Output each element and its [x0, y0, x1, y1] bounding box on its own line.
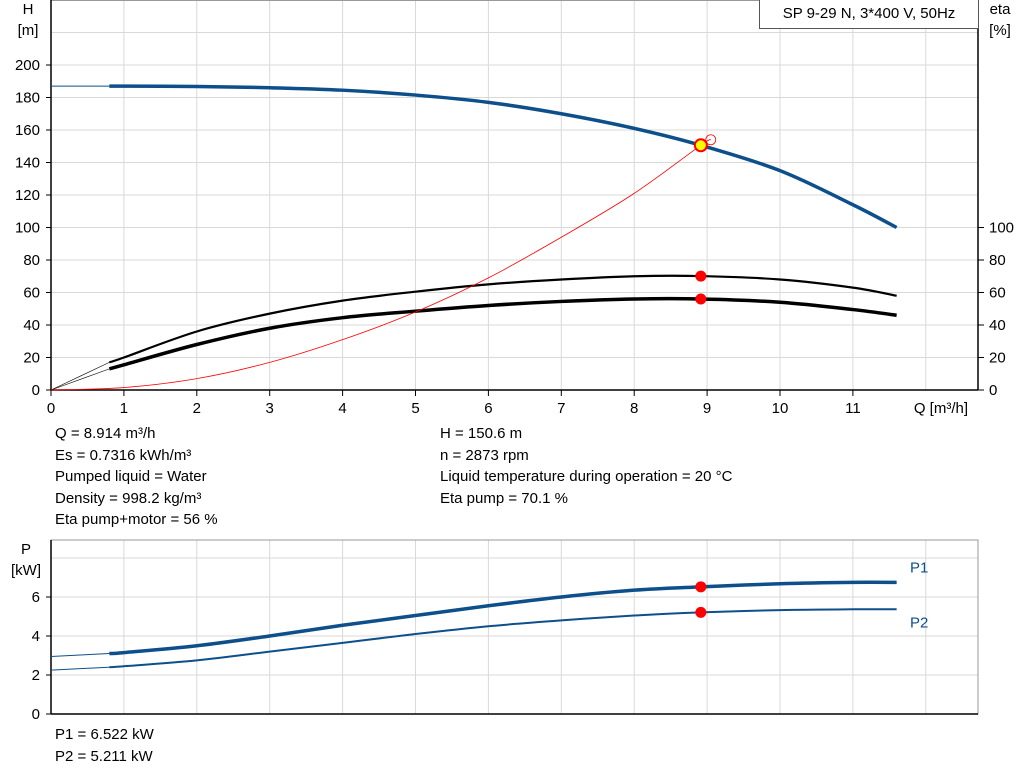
chart-marks: P1 P2: [50, 84, 928, 671]
x-tick-label: 9: [703, 400, 711, 417]
y2-axis-label: eta: [990, 1, 1012, 18]
axis-labels: 0 1 2 3 4 5 6 7 8 9 10 11 Q [m³/h]020406080100120140…: [11, 1, 1014, 723]
y-tick-label: 200: [15, 57, 40, 74]
x-tick-label: 0: [47, 400, 55, 417]
y-tick-label: 60: [23, 285, 40, 302]
info-left: Q = 8.914 m³/h Es = 0.7316 kWh/m³ Pumped…: [55, 423, 218, 531]
info-right: H = 150.6 m n = 2873 rpm Liquid temperat…: [440, 423, 732, 509]
curve-extension-P1: [50, 653, 110, 657]
y2-tick-label: 100: [989, 220, 1014, 237]
curve-system: [50, 139, 711, 391]
curve-H: [109, 84, 898, 230]
plot-border: [50, 539, 979, 715]
info-h: H = 150.6 m: [440, 425, 523, 442]
y-tick-label: 0: [32, 706, 40, 723]
system-end-marker: [705, 134, 717, 146]
curve-P2: [109, 608, 897, 669]
x-tick-label: 7: [557, 400, 565, 417]
duty-point-eta-pump: [695, 270, 707, 282]
info-p1: P1 = 6.522 kW: [55, 726, 154, 743]
x-tick-label: 4: [338, 400, 346, 417]
y-tick-label: 0: [32, 382, 40, 399]
duty-point-head: [693, 138, 708, 153]
bottom-grid: [50, 539, 979, 715]
curve-eta_pump: [108, 274, 897, 364]
x-tick-label: 11: [845, 400, 861, 417]
curve-extension-eta_total: [50, 368, 110, 391]
curve-eta_total: [108, 296, 897, 371]
y2-tick-label: 40: [989, 317, 1006, 334]
y2-tick-label: 20: [989, 350, 1006, 367]
top-grid: [50, 0, 979, 391]
y-axis-label: H: [23, 1, 34, 18]
series-label-P2: P2: [910, 614, 928, 631]
x-tick-label: 1: [120, 400, 128, 417]
curve-extension-eta_pump: [50, 362, 110, 391]
curve-extension-P2: [50, 666, 110, 671]
y-tick-label: 40: [23, 317, 40, 334]
info-es: Es = 0.7316 kWh/m³: [55, 446, 192, 464]
y-tick-label: 120: [15, 187, 40, 204]
p-axis-label: P: [21, 541, 31, 558]
y-axis-unit: [m]: [18, 22, 39, 39]
y-tick-label: 4: [32, 628, 40, 645]
x-tick-label: 3: [266, 400, 274, 417]
y2-tick-label: 0: [989, 382, 997, 399]
y-tick-label: 6: [32, 589, 40, 606]
x-tick-label: 10: [772, 400, 789, 417]
x-tick-label: 8: [630, 400, 638, 417]
pump-title: SP 9-29 N, 3*400 V, 50Hz: [759, 0, 979, 29]
p-axis-unit: [kW]: [11, 562, 41, 579]
y2-tick-label: 60: [989, 285, 1006, 302]
y-tick-label: 140: [15, 155, 40, 172]
duty-point-p2: [695, 606, 707, 618]
curve-P1: [109, 580, 897, 656]
x-tick-label: 2: [193, 400, 201, 417]
power-info: P1 = 6.522 kW P2 = 5.211 kW: [55, 724, 154, 767]
y-tick-label: 160: [15, 122, 40, 139]
info-q: Q = 8.914 m³/h: [55, 425, 156, 442]
x-tick-label: 6: [484, 400, 492, 417]
info-n: n = 2873 rpm: [440, 446, 529, 464]
info-eta-total: Eta pump+motor = 56 %: [55, 511, 218, 528]
y-tick-label: 180: [15, 90, 40, 107]
info-temp: Liquid temperature during operation = 20…: [440, 468, 733, 485]
duty-point-p1: [695, 581, 707, 593]
info-density: Density = 998.2 kg/m³: [55, 489, 202, 507]
y-tick-label: 20: [23, 350, 40, 367]
y-tick-label: 100: [15, 220, 40, 237]
info-p2: P2 = 5.211 kW: [55, 747, 153, 765]
duty-point-eta-total: [695, 293, 707, 305]
y2-tick-label: 80: [989, 252, 1006, 269]
info-eta-pump: Eta pump = 70.1 %: [440, 489, 568, 507]
series-label-P1: P1: [910, 559, 928, 576]
x-axis-label: Q [m³/h]: [914, 400, 968, 417]
y-tick-label: 2: [32, 667, 40, 684]
x-tick-label: 5: [411, 400, 419, 417]
y-tick-label: 80: [23, 252, 40, 269]
y2-axis-unit: [%]: [989, 22, 1011, 39]
info-liquid: Pumped liquid = Water: [55, 468, 207, 485]
